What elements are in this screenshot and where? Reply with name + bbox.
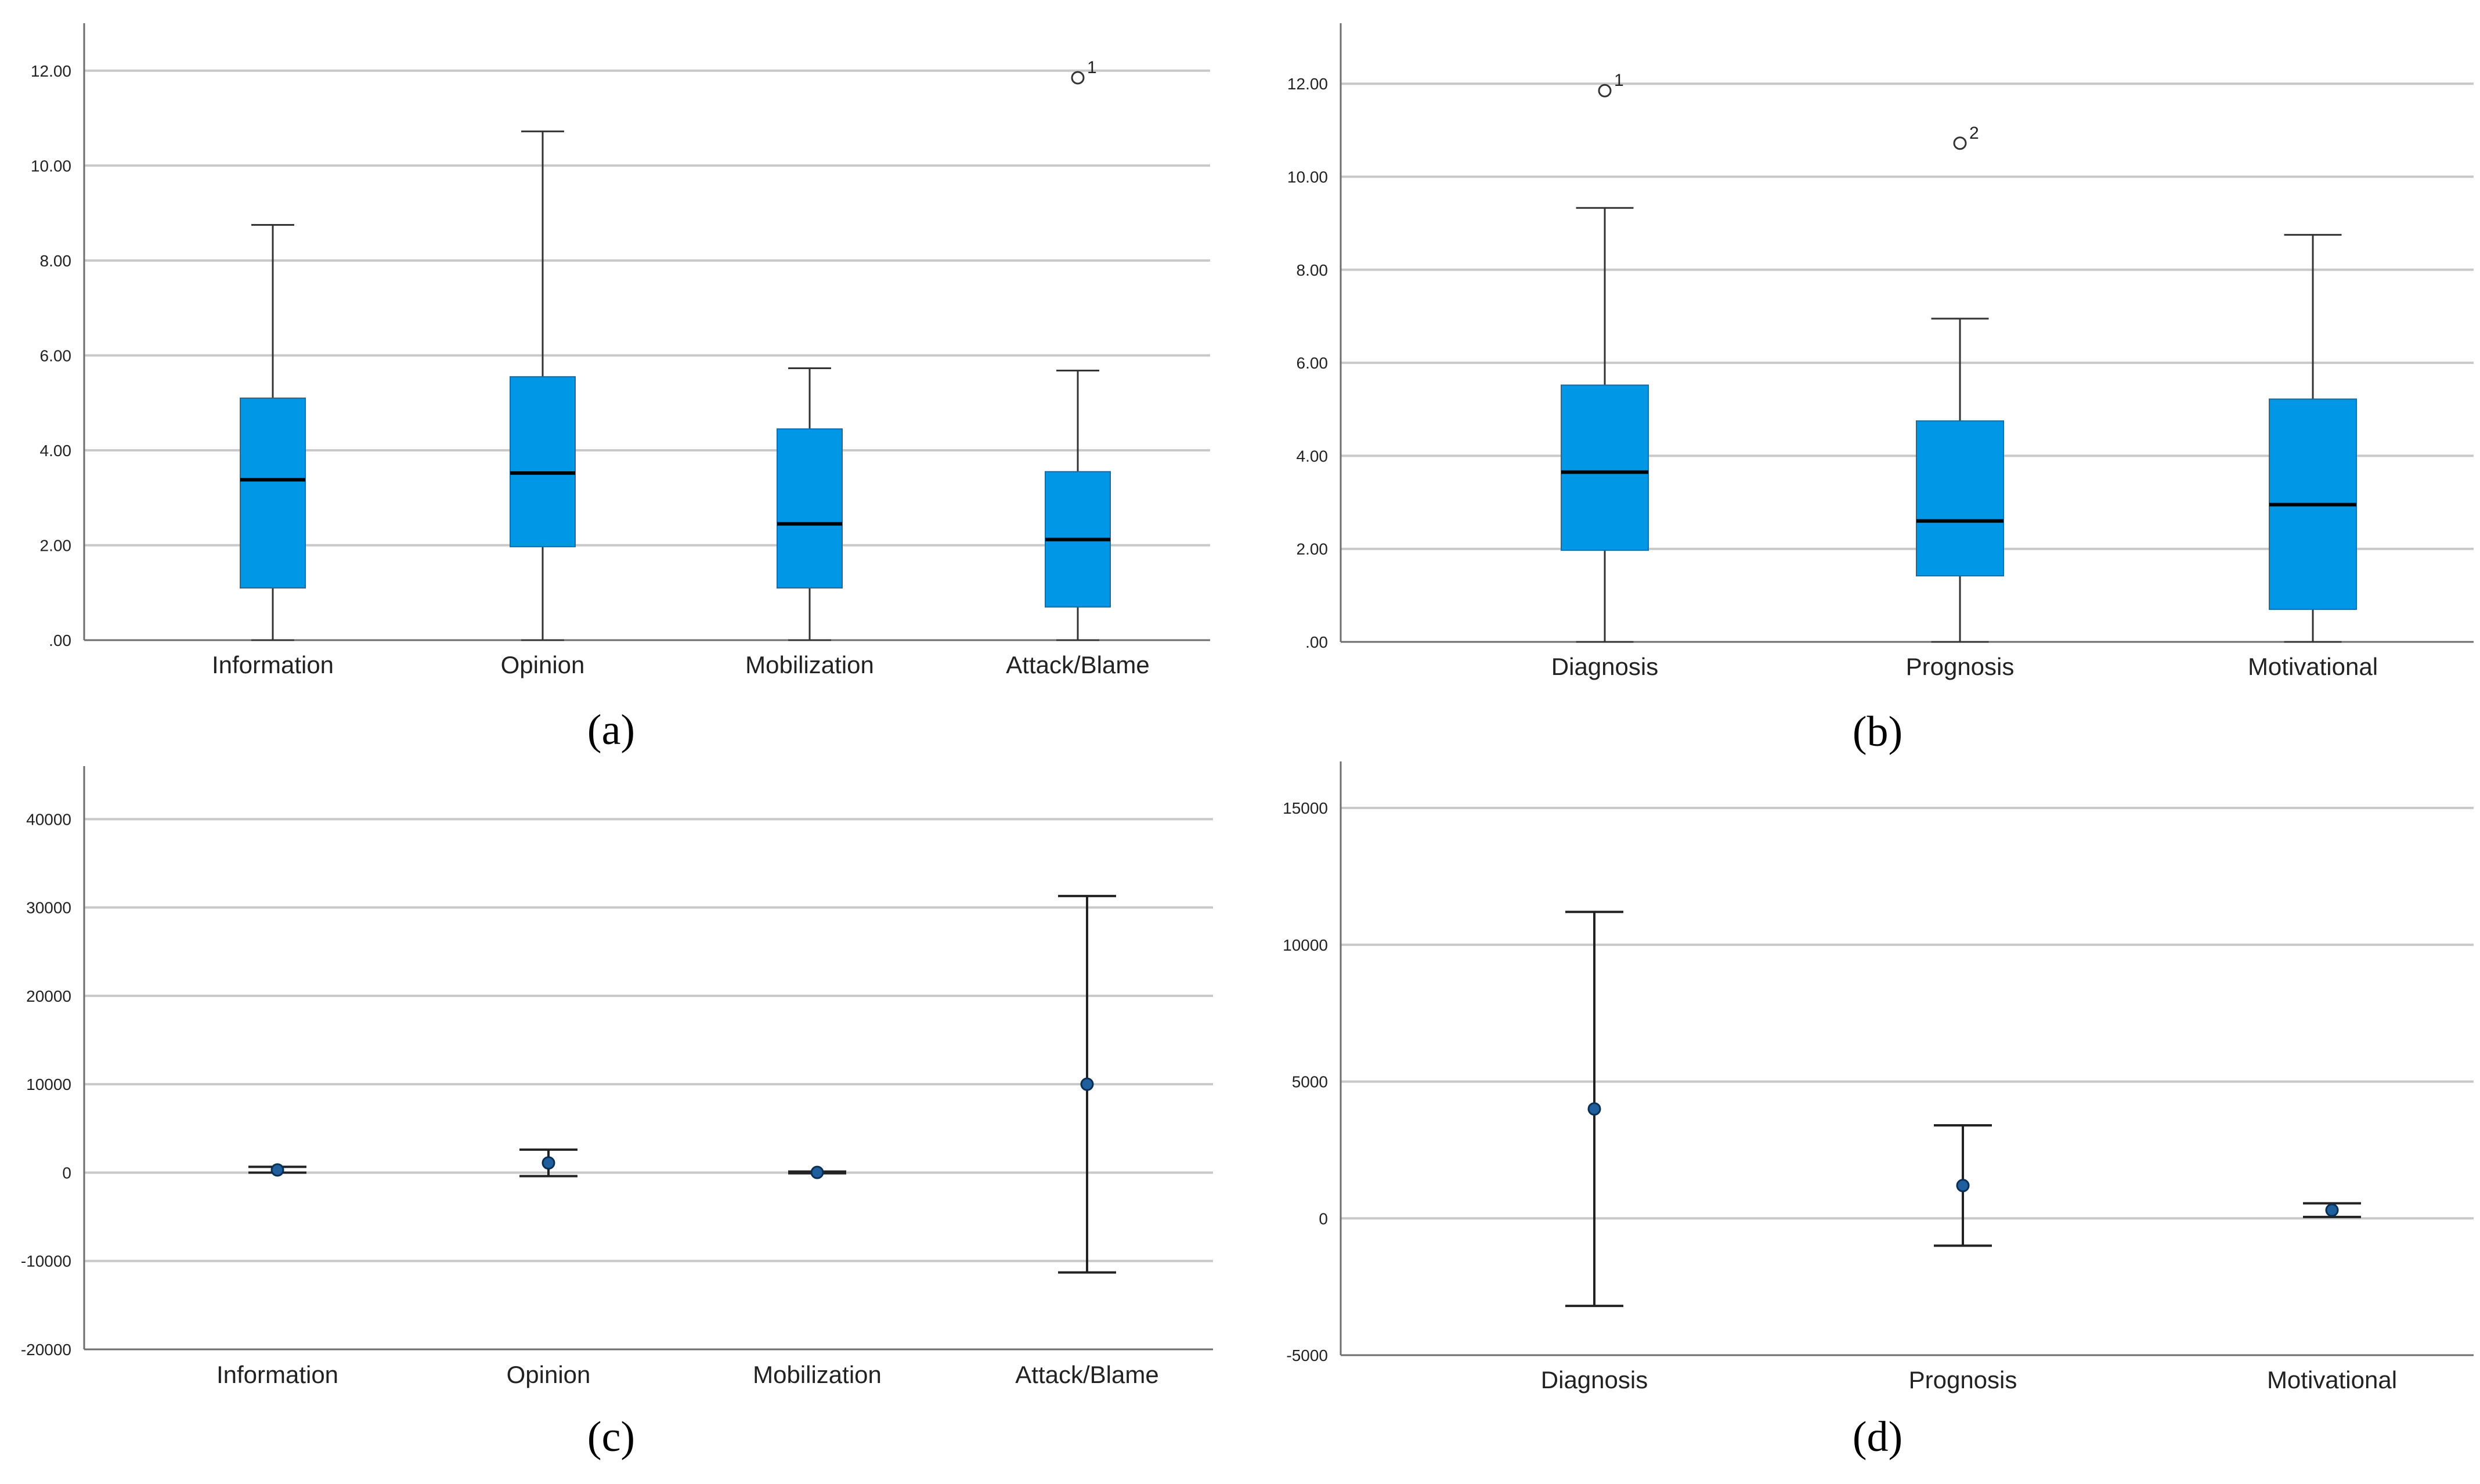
y-tick-label: -20000: [21, 1341, 71, 1359]
panel-c-errorbar-chart: -20000 -10000 0 10000 20000 30000 40000 Informa…: [21, 766, 1213, 1461]
y-tick-label: 10.00: [1287, 168, 1328, 186]
y-tick-label: 10000: [26, 1075, 71, 1093]
y-tick-label: 4.00: [40, 442, 72, 460]
panel-b-boxplot: .00 2.00 4.00 6.00 8.00 10.00 12.00 Diagnosis Pr…: [1287, 23, 2474, 756]
panel-caption: (b): [1853, 708, 1903, 756]
x-category-label: Motivational: [2267, 1366, 2397, 1393]
y-tick-label: -5000: [1286, 1346, 1328, 1364]
x-category-label: Information: [212, 651, 334, 678]
box-iqr: [1916, 420, 2004, 577]
x-category-label: Attack/Blame: [1015, 1361, 1158, 1388]
outlier-point: [1598, 84, 1612, 98]
y-tick-label: 5000: [1292, 1073, 1328, 1091]
y-tick-label: 6.00: [40, 346, 72, 364]
box-iqr: [240, 397, 306, 589]
outlier-label: 2: [1969, 124, 1979, 143]
x-category-label: Mobilization: [753, 1361, 882, 1388]
y-tick-label: 12.00: [31, 62, 71, 80]
x-category-label: Attack/Blame: [1006, 651, 1149, 678]
y-tick-label: 40000: [26, 810, 71, 828]
y-tick-label: 2.00: [1297, 540, 1329, 558]
outlier-label: 1: [1614, 71, 1624, 90]
y-tick-label: 20000: [26, 987, 71, 1005]
y-tick-label: 0: [62, 1164, 71, 1182]
y-tick-label: 2.00: [40, 536, 72, 554]
x-category-label: Diagnosis: [1541, 1366, 1648, 1393]
y-tick-label: 8.00: [1297, 261, 1329, 279]
mean-point: [542, 1156, 555, 1170]
outlier-point: [1071, 71, 1085, 85]
box-iqr: [510, 376, 576, 547]
y-tick-label: .00: [49, 631, 71, 649]
mean-point: [270, 1163, 284, 1177]
box-iqr: [1561, 384, 1649, 551]
y-tick-label: 8.00: [40, 252, 72, 270]
x-category-label: Prognosis: [1909, 1366, 2017, 1393]
y-tick-label: 12.00: [1287, 75, 1328, 93]
y-tick-label: 30000: [26, 899, 71, 917]
mean-point: [1080, 1077, 1094, 1091]
panel-d-errorbar-chart: -5000 0 5000 10000 15000 Diagnosis Prognosis Mo…: [1283, 761, 2474, 1461]
panel-caption: (c): [587, 1413, 635, 1461]
x-category-label: Information: [216, 1361, 338, 1388]
y-tick-label: -10000: [21, 1252, 71, 1270]
y-tick-label: 15000: [1283, 799, 1328, 817]
x-category-label: Opinion: [501, 651, 585, 678]
mean-point: [1956, 1179, 1970, 1193]
y-tick-label: 0: [1319, 1209, 1328, 1227]
x-category-label: Mobilization: [745, 651, 874, 678]
outlier-point: [1953, 136, 1967, 150]
panel-a-boxplot: .00 2.00 4.00 6.00 8.00 10.00 12.00 Information…: [31, 23, 1210, 754]
outlier-label: 1: [1087, 58, 1097, 77]
box-iqr: [777, 428, 843, 589]
mean-point: [810, 1165, 824, 1179]
x-category-label: Opinion: [507, 1361, 591, 1388]
mean-point: [2325, 1203, 2339, 1217]
y-tick-label: 10000: [1283, 936, 1328, 954]
y-tick-label: 6.00: [1297, 354, 1329, 372]
y-tick-label: .00: [1305, 633, 1328, 651]
x-category-label: Diagnosis: [1551, 653, 1658, 680]
panel-caption: (a): [587, 706, 635, 754]
panel-caption: (d): [1853, 1413, 1903, 1461]
y-tick-label: 10.00: [31, 157, 71, 175]
y-tick-label: 4.00: [1297, 447, 1329, 465]
x-category-label: Motivational: [2248, 653, 2378, 680]
mean-point: [1587, 1102, 1601, 1116]
x-category-label: Prognosis: [1906, 653, 2015, 680]
